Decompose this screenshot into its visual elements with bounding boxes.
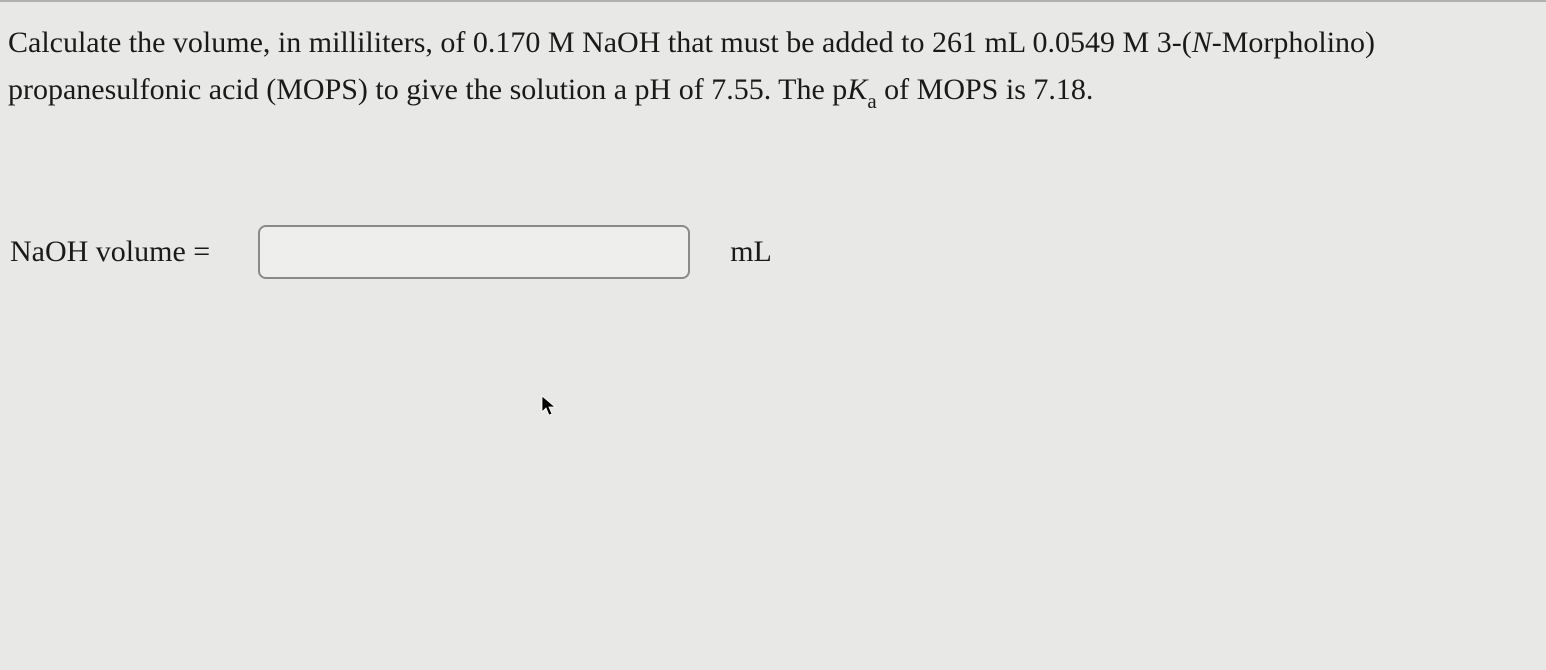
q2-part1: propanesulfonic acid (MOPS) to give the … [8, 73, 847, 106]
q1-part1: Calculate the volume, in milliliters, of… [8, 26, 1192, 59]
answer-input[interactable] [258, 225, 690, 279]
question-text: Calculate the volume, in milliliters, of… [0, 0, 1546, 115]
question-line-2: propanesulfonic acid (MOPS) to give the … [8, 67, 1536, 116]
answer-label: NaOH volume = [10, 235, 210, 269]
q2-part2: of MOPS is 7.18. [877, 73, 1094, 106]
pKa-K: K [847, 73, 867, 106]
pKa-sub: a [867, 89, 876, 113]
q1-part2: -Morpholino) [1212, 26, 1375, 59]
mouse-cursor-icon [540, 395, 558, 419]
q1-italic-N: N [1192, 26, 1212, 59]
answer-unit: mL [730, 235, 772, 269]
question-line-1: Calculate the volume, in milliliters, of… [8, 20, 1536, 67]
answer-row: NaOH volume = mL [0, 225, 1546, 279]
